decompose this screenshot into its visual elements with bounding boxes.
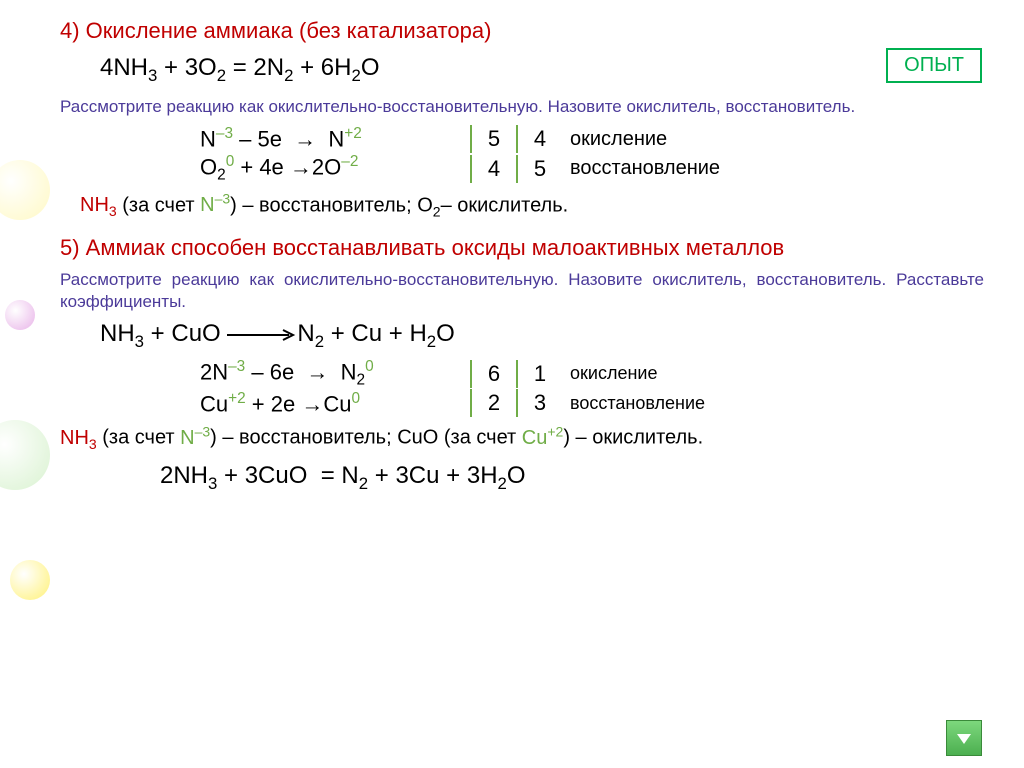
decorative-circle xyxy=(0,420,50,490)
half1-num2: 4 xyxy=(528,126,552,152)
section4-equation: 4NH3 + 3O2 = 2N2 + 6H2O xyxy=(100,54,984,86)
decorative-circle xyxy=(10,560,50,600)
s5-half1-label: окисление xyxy=(570,363,657,384)
divider-icon xyxy=(516,360,518,388)
s5-half1-left: 2N–3 – 6e → N20 xyxy=(200,358,460,390)
section5-half-reaction-2: Cu+2 + 2e →Cu0 2 3 восстановление xyxy=(200,389,984,417)
half2-num2: 5 xyxy=(528,156,552,182)
section5-final-equation: 2NH3 + 3CuO = N2 + 3Cu + 3H2O xyxy=(160,462,984,494)
section5-equation: NH3 + CuO N2 + Cu + H2O xyxy=(100,320,984,352)
half2-label: восстановление xyxy=(570,157,720,180)
section5-half-reaction-1: 2N–3 – 6e → N20 6 1 окисление xyxy=(200,358,984,390)
next-button[interactable] xyxy=(946,720,982,756)
half1-num1: 5 xyxy=(482,126,506,152)
section4-instruction: Рассмотрите реакцию как окислительно-вос… xyxy=(60,96,984,117)
divider-icon xyxy=(470,125,472,153)
section4-title: 4) Окисление аммиака (без катализатора) xyxy=(60,18,984,44)
section4-half-reaction-1: N–3 – 5e → N+2 5 4 окисление xyxy=(200,125,984,153)
half2-num1: 4 xyxy=(482,156,506,182)
s5-half2-label: восстановление xyxy=(570,393,705,414)
s5-half1-num2: 1 xyxy=(528,361,552,387)
divider-icon xyxy=(470,360,472,388)
opyt-button[interactable]: ОПЫТ xyxy=(886,48,982,83)
divider-icon xyxy=(470,389,472,417)
arrow-down-icon xyxy=(954,728,974,748)
s5-half2-num1: 2 xyxy=(482,390,506,416)
decorative-circle xyxy=(5,300,35,330)
divider-icon xyxy=(470,155,472,183)
half1-label: окисление xyxy=(570,128,667,151)
s5-half2-num2: 3 xyxy=(528,390,552,416)
half2-left: O20 + 4e →2O–2 xyxy=(200,153,460,185)
section4-conclusion: NH3 (за счет N–3) – восстановитель; O2– … xyxy=(80,191,984,220)
s5-half2-left: Cu+2 + 2e →Cu0 xyxy=(200,390,460,417)
section5-conclusion: NH3 (за счет N–3) – восстановитель; CuO … xyxy=(60,423,984,452)
decorative-circle xyxy=(0,160,50,220)
section5-instruction: Рассмотрите реакцию как окислительно-вос… xyxy=(60,269,984,312)
half1-left: N–3 – 5e → N+2 xyxy=(200,125,460,152)
section5-title: 5) Аммиак способен восстанавливать оксид… xyxy=(60,235,984,261)
divider-icon xyxy=(516,125,518,153)
divider-icon xyxy=(516,155,518,183)
s5-half1-num1: 6 xyxy=(482,361,506,387)
section4-half-reaction-2: O20 + 4e →2O–2 4 5 восстановление xyxy=(200,153,984,185)
divider-icon xyxy=(516,389,518,417)
